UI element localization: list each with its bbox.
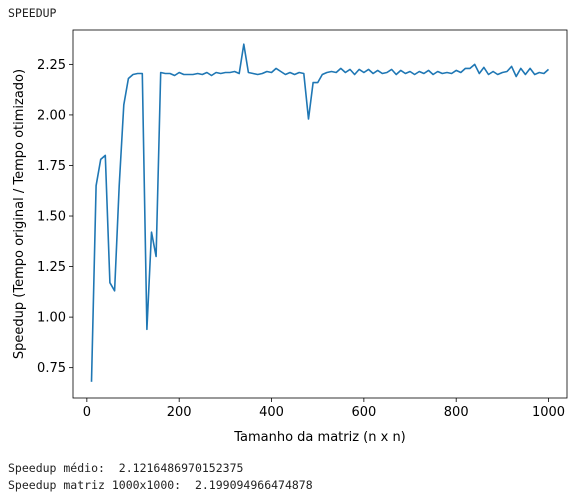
mean-speedup-label: Speedup médio:	[8, 461, 105, 475]
y-tick-label: 2.25	[37, 58, 66, 73]
x-tick-label: 0	[83, 405, 91, 420]
y-tick-label: 1.00	[37, 311, 66, 326]
n1000-speedup-text: Speedup matriz 1000x1000: 2.199094966474…	[8, 478, 313, 492]
mean-speedup-text: Speedup médio: 2.1216486970152375	[8, 461, 243, 475]
speedup-series-line	[90, 43, 550, 382]
x-tick-label: 800	[444, 405, 469, 420]
x-tick-label: 400	[259, 405, 284, 420]
n1000-speedup-value: 2.199094966474878	[194, 478, 313, 492]
header-title: SPEEDUP	[8, 6, 57, 20]
x-tick-label: 1000	[532, 405, 565, 420]
x-tick-label: 600	[351, 405, 376, 420]
x-axis-label: Tamanho da matriz (n x n)	[233, 430, 406, 445]
n1000-speedup-label: Speedup matriz 1000x1000:	[8, 478, 182, 492]
y-tick-label: 1.50	[37, 210, 66, 225]
y-tick-label: 0.75	[37, 361, 66, 376]
x-tick-label: 200	[167, 405, 192, 420]
y-tick-label: 2.00	[37, 108, 66, 123]
y-tick-label: 1.25	[37, 260, 66, 275]
mean-speedup-value: 2.1216486970152375	[118, 461, 244, 475]
plot-frame	[72, 29, 568, 399]
y-tick-label: 1.75	[37, 159, 66, 174]
y-axis-label: Speedup (Tempo original / Tempo otimizad…	[12, 69, 27, 359]
